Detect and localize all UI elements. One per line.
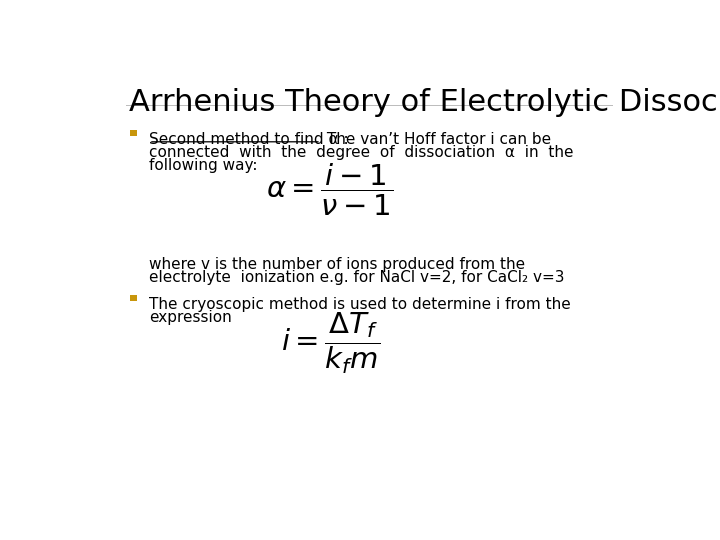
Text: expression: expression xyxy=(149,309,232,325)
Text: connected  with  the  degree  of  dissociation  α  in  the: connected with the degree of dissociatio… xyxy=(149,145,573,160)
Text: following way:: following way: xyxy=(149,158,258,173)
Text: The van’t Hoff factor i can be: The van’t Hoff factor i can be xyxy=(322,132,551,147)
Text: The cryoscopic method is used to determine i from the: The cryoscopic method is used to determi… xyxy=(149,296,571,312)
Text: where v is the number of ions produced from the: where v is the number of ions produced f… xyxy=(149,257,525,272)
Bar xyxy=(130,295,137,301)
Text: Arrhenius Theory of Electrolytic Dissociation: Arrhenius Theory of Electrolytic Dissoci… xyxy=(129,88,720,117)
Text: $i = \dfrac{\Delta T_f}{k_f m}$: $i = \dfrac{\Delta T_f}{k_f m}$ xyxy=(281,310,379,376)
Text: electrolyte  ionization e.g. for NaCl v=2, for CaCl₂ v=3: electrolyte ionization e.g. for NaCl v=2… xyxy=(149,271,564,285)
Text: $\alpha = \dfrac{i-1}{\nu-1}$: $\alpha = \dfrac{i-1}{\nu-1}$ xyxy=(266,162,394,218)
Text: Second method to find α :: Second method to find α : xyxy=(149,132,348,147)
Bar xyxy=(130,130,137,137)
